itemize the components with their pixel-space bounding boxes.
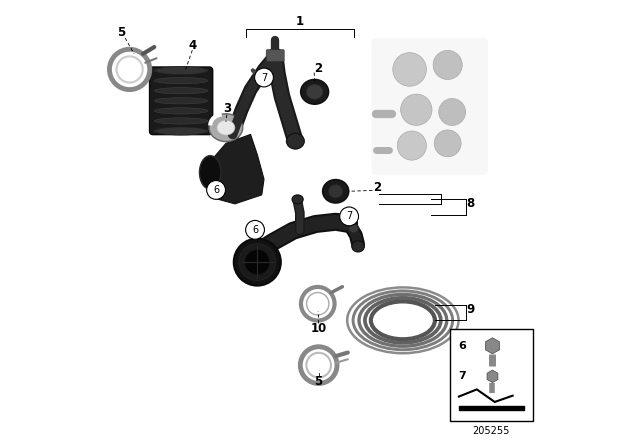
Text: 8: 8: [467, 197, 475, 211]
Text: 6: 6: [213, 185, 219, 195]
Ellipse shape: [156, 67, 207, 75]
Ellipse shape: [154, 108, 208, 114]
Ellipse shape: [217, 121, 235, 135]
Ellipse shape: [352, 241, 364, 252]
Polygon shape: [204, 134, 264, 204]
Ellipse shape: [349, 224, 358, 233]
Text: 4: 4: [188, 39, 196, 52]
Text: 5: 5: [117, 26, 125, 39]
Text: 10: 10: [311, 322, 327, 335]
Ellipse shape: [433, 51, 462, 80]
Text: 205255: 205255: [473, 426, 510, 436]
Ellipse shape: [401, 94, 432, 125]
Text: 9: 9: [467, 302, 475, 316]
Ellipse shape: [292, 195, 303, 204]
Text: 5: 5: [314, 375, 323, 388]
Text: 7: 7: [261, 73, 267, 82]
Ellipse shape: [439, 99, 466, 125]
Ellipse shape: [154, 118, 208, 124]
Ellipse shape: [287, 134, 305, 149]
Ellipse shape: [154, 88, 208, 94]
Ellipse shape: [245, 250, 269, 274]
Ellipse shape: [209, 114, 243, 142]
Bar: [450, 329, 533, 421]
Text: 3: 3: [223, 102, 231, 116]
Text: 2: 2: [373, 181, 381, 194]
FancyBboxPatch shape: [266, 50, 284, 61]
Ellipse shape: [301, 80, 328, 104]
FancyBboxPatch shape: [150, 67, 212, 135]
Circle shape: [255, 68, 273, 87]
Ellipse shape: [154, 128, 208, 134]
Ellipse shape: [154, 98, 208, 104]
Text: 2: 2: [315, 61, 323, 75]
Ellipse shape: [257, 72, 271, 85]
Ellipse shape: [200, 156, 221, 190]
Ellipse shape: [307, 84, 323, 99]
Text: 7: 7: [346, 211, 352, 221]
Text: 6: 6: [252, 225, 258, 235]
Text: 7: 7: [458, 371, 466, 381]
Ellipse shape: [156, 127, 207, 135]
Text: 6: 6: [458, 341, 466, 351]
Ellipse shape: [154, 78, 208, 84]
Ellipse shape: [328, 185, 343, 198]
Ellipse shape: [323, 180, 349, 203]
Text: 1: 1: [296, 15, 304, 28]
Ellipse shape: [397, 131, 426, 160]
Ellipse shape: [234, 238, 281, 286]
Ellipse shape: [154, 67, 208, 74]
Circle shape: [246, 220, 264, 239]
Ellipse shape: [435, 130, 461, 157]
Ellipse shape: [393, 52, 426, 86]
Ellipse shape: [239, 244, 276, 280]
FancyBboxPatch shape: [371, 38, 488, 175]
Circle shape: [340, 207, 358, 226]
Circle shape: [207, 181, 225, 199]
